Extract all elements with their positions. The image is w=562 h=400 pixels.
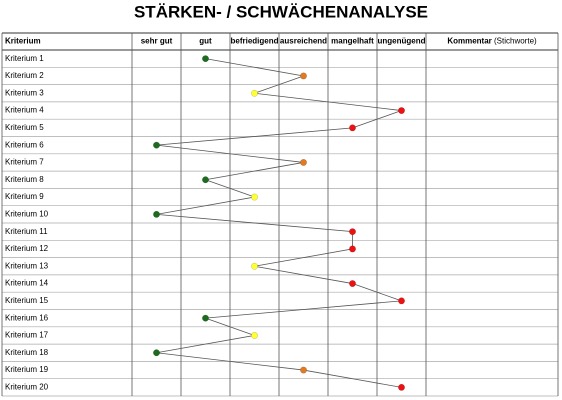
rating-dot	[202, 55, 209, 63]
comment-note: (Stichworte)	[494, 37, 537, 46]
criterion-label: Kriterium 20	[5, 382, 49, 391]
rating-dot	[251, 193, 258, 201]
criterion-label: Kriterium 7	[5, 158, 44, 167]
criterion-label: Kriterium 2	[5, 71, 44, 80]
rating-dot	[300, 366, 307, 374]
header-bg	[2, 33, 558, 50]
rating-dot	[251, 332, 258, 339]
criterion-label: Kriterium 18	[5, 348, 49, 357]
profile-line	[156, 58, 402, 388]
criterion-label: Kriterium 16	[5, 313, 49, 322]
header-level: mangelhaft	[331, 37, 374, 46]
rating-dot	[202, 176, 209, 184]
header-level: ungenügend	[378, 37, 426, 46]
rating-dot	[398, 383, 405, 391]
rating-dot	[300, 72, 307, 80]
criterion-label: Kriterium 10	[5, 209, 49, 218]
criterion-label: Kriterium 9	[5, 192, 44, 201]
rating-dot	[398, 107, 405, 115]
criterion-label: Kriterium 3	[5, 88, 44, 97]
criterion-label: Kriterium 13	[5, 261, 49, 270]
rating-dot	[349, 124, 356, 132]
criterion-label: Kriterium 8	[5, 175, 44, 184]
rating-dot	[349, 245, 356, 253]
rating-dot	[153, 349, 160, 357]
criterion-label: Kriterium 11	[5, 227, 48, 236]
rating-dot	[251, 89, 258, 97]
criterion-label: Kriterium 17	[5, 331, 49, 340]
criterion-label: Kriterium 6	[5, 140, 44, 149]
title: STÄRKEN- / SCHWÄCHENANALYSE	[134, 2, 428, 21]
criterion-label: Kriterium 5	[5, 123, 44, 132]
rating-dot	[349, 280, 356, 287]
header-level: befriedigend	[230, 37, 278, 46]
criterion-label: Kriterium 4	[5, 106, 44, 115]
rating-dot	[300, 159, 307, 166]
header-comment: Kommentar (Stichworte)	[447, 37, 537, 46]
header-level: ausreichend	[280, 37, 327, 46]
criterion-label: Kriterium 19	[5, 365, 49, 374]
rating-dot	[398, 297, 405, 305]
rating-dot	[153, 141, 160, 149]
header-level: gut	[199, 37, 212, 46]
rating-dot	[202, 314, 209, 322]
comment-label: Kommentar	[447, 37, 491, 46]
rating-dot	[349, 228, 356, 236]
criterion-label: Kriterium 1	[5, 54, 44, 63]
header-level: sehr gut	[141, 37, 173, 46]
criterion-label: Kriterium 14	[5, 279, 49, 288]
criterion-label: Kriterium 15	[5, 296, 49, 305]
header-criterion: Kriterium	[5, 37, 41, 46]
rating-dot	[153, 210, 160, 218]
criterion-label: Kriterium 12	[5, 244, 49, 253]
rating-dot	[251, 262, 258, 270]
